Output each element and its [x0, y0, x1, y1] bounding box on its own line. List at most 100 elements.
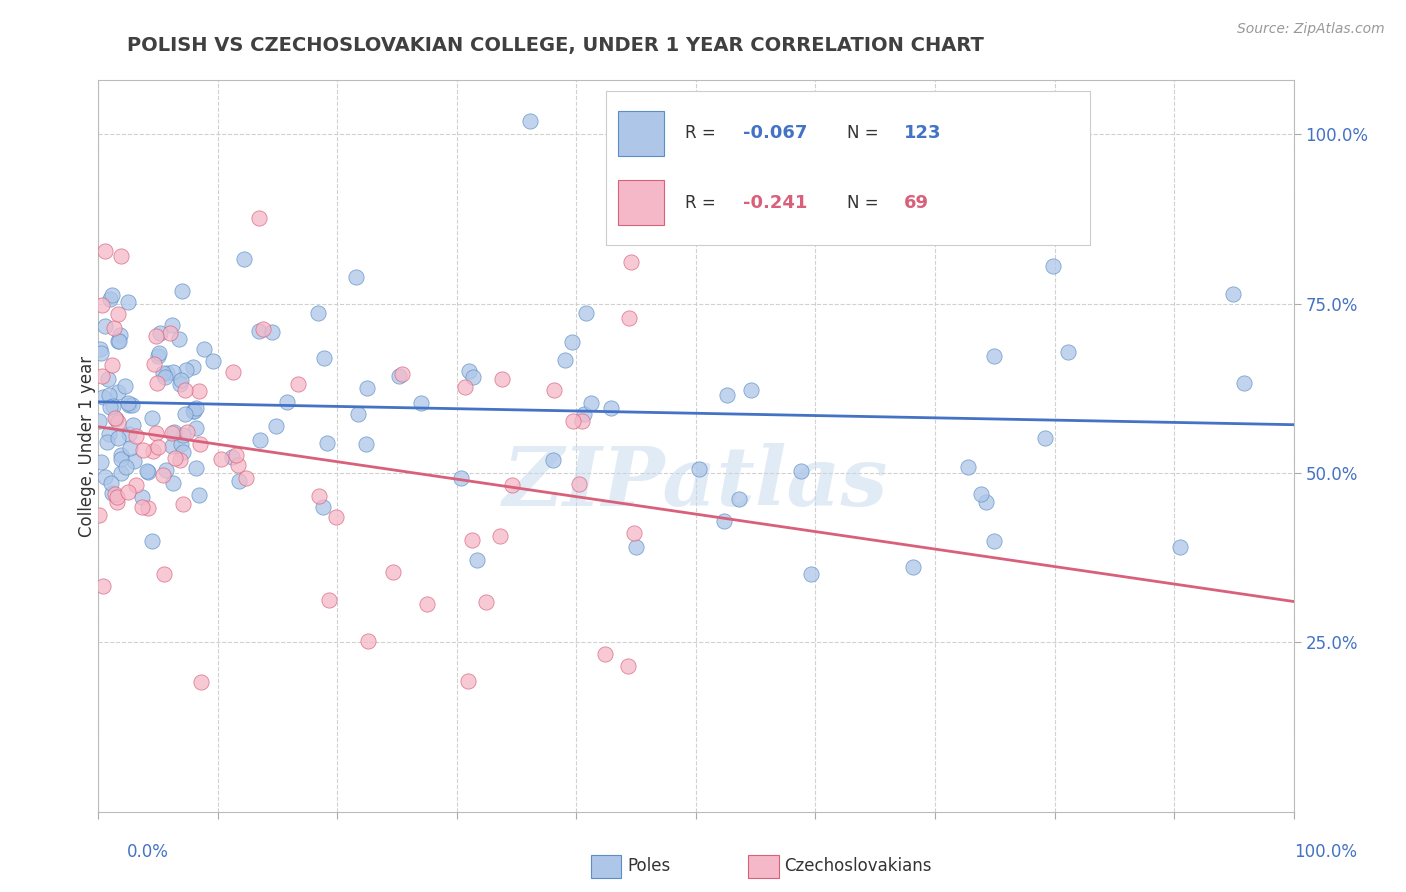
- Point: [90, 455, 112, 469]
- Point: [125, 429, 148, 443]
- Point: [276, 394, 298, 409]
- Point: [568, 477, 591, 491]
- Point: [125, 477, 148, 491]
- Point: [170, 374, 193, 388]
- Point: [617, 135, 640, 149]
- Point: [252, 322, 274, 336]
- Point: [193, 342, 215, 356]
- Point: [391, 367, 413, 381]
- Point: [575, 306, 598, 320]
- Point: [581, 395, 603, 409]
- Point: [461, 533, 484, 547]
- Point: [91, 579, 114, 593]
- Point: [307, 306, 329, 320]
- Point: [173, 408, 195, 422]
- Point: [87, 414, 110, 428]
- Point: [228, 474, 250, 488]
- Point: [572, 408, 595, 422]
- Point: [187, 488, 209, 502]
- Point: [146, 376, 169, 391]
- Point: [107, 431, 129, 445]
- Point: [172, 445, 194, 459]
- Point: [176, 425, 198, 439]
- Point: [202, 353, 225, 368]
- Point: [107, 415, 129, 429]
- Text: 123: 123: [904, 124, 942, 143]
- Point: [172, 428, 194, 442]
- Point: [382, 565, 405, 579]
- Y-axis label: College, Under 1 year: College, Under 1 year: [79, 355, 96, 537]
- Point: [1168, 540, 1191, 554]
- Text: ZIPatlas: ZIPatlas: [503, 442, 889, 523]
- Point: [107, 385, 129, 400]
- Text: N =: N =: [846, 194, 883, 211]
- Point: [114, 379, 136, 393]
- Point: [162, 476, 184, 491]
- Point: [184, 401, 207, 415]
- Point: [318, 593, 340, 607]
- Point: [344, 269, 367, 284]
- Point: [101, 287, 124, 301]
- Point: [617, 659, 640, 673]
- Point: [89, 342, 111, 356]
- Point: [713, 514, 735, 528]
- Point: [162, 425, 184, 440]
- Text: 100.0%: 100.0%: [1294, 843, 1357, 861]
- Point: [222, 365, 245, 379]
- Text: 0.0%: 0.0%: [127, 843, 169, 861]
- Point: [188, 384, 211, 398]
- Point: [623, 525, 645, 540]
- Point: [160, 439, 183, 453]
- Point: [790, 464, 813, 478]
- Point: [458, 364, 481, 378]
- Point: [181, 404, 204, 418]
- Point: [624, 540, 647, 554]
- Point: [561, 414, 583, 428]
- Point: [1233, 376, 1256, 390]
- Point: [146, 440, 169, 454]
- Point: [688, 462, 710, 476]
- Point: [461, 370, 484, 384]
- Point: [1042, 259, 1064, 273]
- Point: [1033, 431, 1056, 445]
- Point: [956, 459, 979, 474]
- Point: [325, 509, 347, 524]
- Point: [264, 418, 287, 433]
- Point: [983, 349, 1005, 363]
- Point: [450, 471, 472, 485]
- FancyBboxPatch shape: [619, 111, 664, 156]
- Point: [108, 328, 131, 343]
- Point: [901, 559, 924, 574]
- Text: -0.067: -0.067: [742, 124, 807, 143]
- Point: [160, 318, 183, 332]
- Point: [149, 326, 172, 341]
- Point: [110, 452, 132, 467]
- Point: [105, 490, 128, 504]
- Text: Poles: Poles: [627, 857, 671, 875]
- Point: [354, 437, 377, 451]
- Point: [249, 433, 271, 447]
- Point: [108, 334, 131, 348]
- Point: [117, 395, 139, 409]
- Point: [163, 450, 186, 465]
- Point: [97, 372, 120, 386]
- Point: [120, 442, 142, 456]
- Point: [122, 454, 145, 468]
- Point: [312, 500, 335, 514]
- Point: [716, 388, 738, 402]
- Point: [163, 425, 186, 439]
- Point: [226, 458, 249, 473]
- Point: [141, 411, 163, 425]
- Point: [308, 489, 330, 503]
- Point: [153, 370, 176, 384]
- Point: [174, 383, 197, 397]
- Point: [190, 675, 212, 690]
- Point: [172, 497, 194, 511]
- Point: [104, 411, 127, 425]
- Point: [235, 471, 257, 485]
- Point: [1056, 344, 1078, 359]
- Point: [159, 326, 181, 341]
- Point: [620, 254, 643, 268]
- Point: [181, 360, 204, 375]
- Point: [233, 252, 256, 266]
